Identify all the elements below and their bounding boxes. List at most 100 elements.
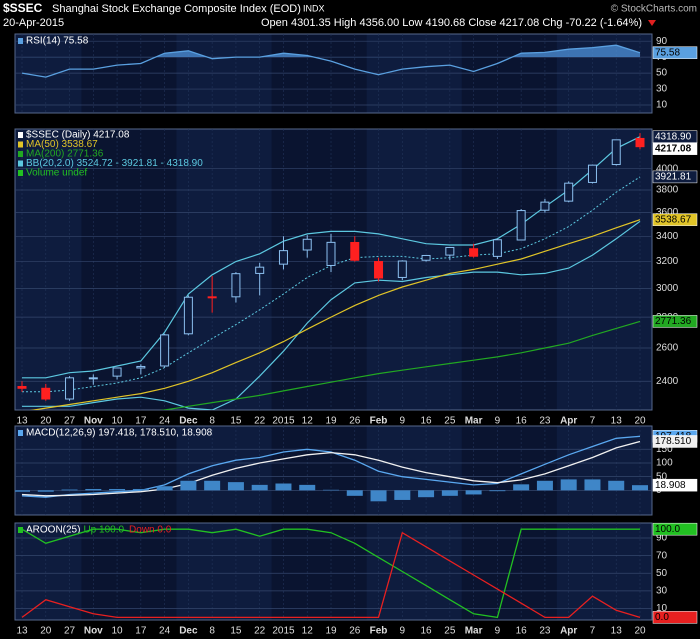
x-tick-label: 24: [159, 626, 171, 637]
x-tick-label: 2015: [272, 416, 295, 427]
x-tick-label: 26: [349, 626, 361, 637]
histogram-bar: [132, 488, 149, 491]
candle-body: [183, 296, 193, 335]
x-tick-label: 27: [64, 416, 76, 427]
candle-body: [255, 266, 265, 274]
x-tick-label: 13: [611, 626, 623, 637]
x-tick-label: 20: [40, 626, 52, 637]
x-tick-label: 10: [112, 416, 124, 427]
x-tick-label: 23: [539, 626, 551, 637]
legend-label: BB(20,2.0) 3524.72 - 3921.81 - 4318.90: [26, 158, 203, 169]
last-value-box: [652, 213, 698, 226]
x-tick-label: 25: [444, 416, 456, 427]
x-tick-label: 20: [634, 626, 646, 637]
legend-swatch: [18, 430, 23, 436]
last-value-box: [652, 478, 698, 492]
legend-label: Up 100.0: [83, 525, 124, 536]
month-stripe: [81, 34, 177, 113]
legend-swatch: [18, 527, 23, 533]
month-stripe: [271, 426, 367, 515]
symbol: $SSEC: [3, 1, 43, 15]
x-tick-label: 9: [495, 626, 501, 637]
histogram-bar: [536, 480, 553, 491]
last-value-label: 100.0: [655, 524, 680, 535]
candle-body: [469, 248, 479, 257]
x-tick-label: Feb: [370, 626, 388, 637]
legend-swatch: [18, 170, 23, 176]
last-value-label: 4217.08: [655, 143, 692, 154]
x-tick-label: 25: [444, 626, 456, 637]
month-stripe: [271, 523, 367, 620]
histogram-bar: [608, 480, 625, 491]
x-tick-label: 20: [634, 416, 646, 427]
y-tick-label: 4000: [656, 163, 679, 174]
histogram-bar: [560, 479, 577, 491]
histogram-bar: [323, 489, 339, 491]
candle-body: [421, 254, 431, 261]
x-tick-label: 17: [135, 626, 147, 637]
x-tick-label: Feb: [370, 416, 388, 427]
y-tick-label: 10: [656, 603, 668, 614]
exchange: INDX: [303, 3, 325, 13]
bb-upper: [22, 136, 641, 379]
legend-swatch: [18, 160, 23, 167]
candle-body: [41, 387, 51, 400]
x-tick-label: 2015: [272, 626, 295, 637]
candle-body: [112, 367, 122, 377]
y-tick-label: 50: [656, 68, 668, 79]
histogram-bar: [584, 479, 601, 491]
x-tick-label: Mar: [465, 626, 483, 637]
x-tick-label: 24: [159, 416, 171, 427]
x-tick-label: 27: [64, 626, 76, 637]
x-tick-label: 7: [590, 416, 596, 427]
x-tick-label: 26: [349, 416, 361, 427]
x-tick-label: 15: [230, 626, 242, 637]
y-tick-label: 3000: [656, 283, 679, 294]
x-tick-label: 22: [254, 626, 266, 637]
histogram-bar: [394, 490, 411, 500]
y-tick-label: 30: [656, 84, 668, 95]
x-tick-label: 8: [209, 416, 215, 427]
y-tick-label: 3600: [656, 207, 679, 218]
legend-swatch: [18, 141, 23, 148]
x-tick-label: Dec: [179, 416, 198, 427]
last-value-box: [652, 611, 698, 624]
month-stripe: [81, 426, 177, 515]
y-tick-label: 150: [656, 444, 673, 455]
x-tick-label: 9: [400, 626, 406, 637]
legend-swatch: [18, 38, 23, 44]
x-tick-label: 19: [325, 626, 337, 637]
candle-body: [540, 201, 550, 211]
last-value-box: [652, 142, 698, 155]
index-name: Shanghai Stock Exchange Composite Index …: [52, 3, 301, 15]
last-value-box: [652, 315, 698, 328]
last-value-label: 3921.81: [655, 172, 692, 183]
last-value-label: 178.510: [655, 436, 692, 447]
histogram-bar: [37, 490, 54, 492]
last-value-label: 0.0: [655, 612, 669, 623]
candle-body: [350, 241, 360, 261]
date: 20-Apr-2015: [3, 17, 64, 29]
candle-body: [492, 239, 502, 257]
histogram-bar: [441, 490, 458, 496]
x-tick-label: 19: [325, 416, 337, 427]
legend-swatch: [18, 151, 23, 157]
panel-title: AROON(25): [26, 525, 80, 536]
y-tick-label: 30: [656, 586, 668, 597]
last-value-box: [652, 435, 698, 448]
legend-label: MA(200) 2771.36: [26, 149, 104, 160]
last-value-label: 4318.90: [655, 131, 692, 142]
histogram-bar: [180, 480, 197, 491]
y-tick-label: 3200: [656, 256, 679, 267]
candle-body: [207, 296, 217, 299]
y-tick-label: 90: [656, 533, 668, 544]
indicator-line: [21, 44, 641, 78]
candle-body: [374, 261, 384, 279]
histogram-bar: [85, 488, 102, 491]
x-tick-label: 13: [16, 416, 28, 427]
y-tick-label: 2600: [656, 343, 679, 354]
y-tick-label: 3400: [656, 231, 679, 242]
overbought-area: [22, 45, 640, 58]
x-tick-label: Apr: [560, 626, 577, 637]
panel-title: RSI(14) 75.58: [26, 36, 89, 47]
